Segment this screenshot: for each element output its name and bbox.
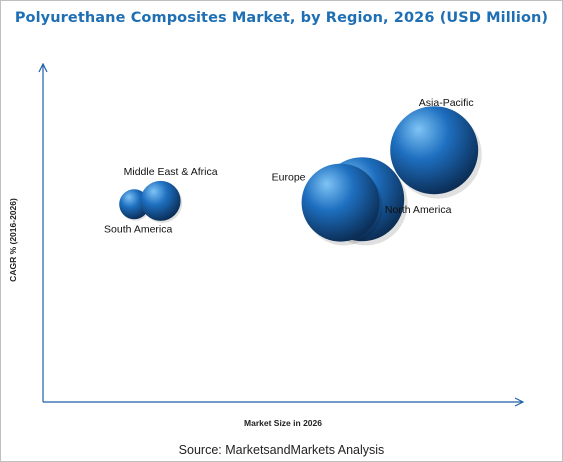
chart-title: Polyurethane Composites Market, by Regio… (14, 10, 549, 26)
bubble-label-north-america: North America (385, 204, 452, 216)
bubble-label-asia-pacific: Asia-Pacific (419, 97, 474, 109)
bubble-label-europe: Europe (272, 172, 306, 184)
bubble-label-south-america: South America (104, 223, 172, 235)
bubbles-group (119, 106, 482, 246)
bubble-labels-group: Asia-Pacific North America Europe Middle Ea… (104, 97, 474, 235)
y-axis-label: CAGR % (2016-2026) (8, 198, 18, 282)
bubble-asia-pacific (390, 106, 479, 195)
bubble-europe (301, 163, 380, 242)
source-note: Source: MarketsandMarkets Analysis (178, 443, 385, 457)
x-axis-label: Market Size in 2026 (244, 418, 322, 428)
bubble-label-middle-east-africa: Middle East & Africa (124, 166, 218, 178)
bubble-middle-east-africa (140, 180, 181, 221)
